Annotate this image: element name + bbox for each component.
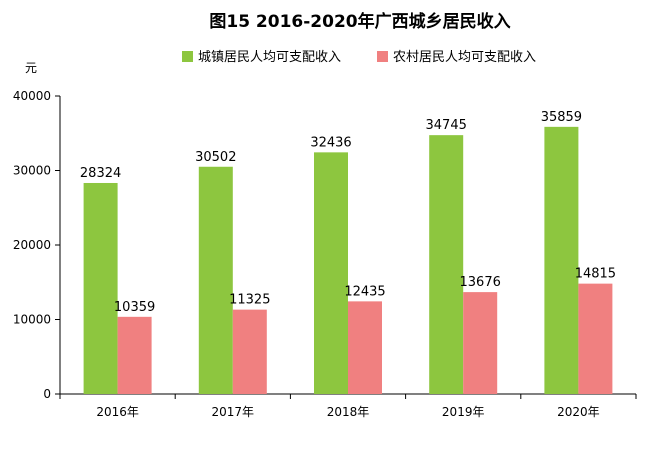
y-tick-label: 10000	[13, 313, 51, 327]
bar-urban	[314, 152, 348, 394]
x-tick-label: 2016年	[96, 405, 139, 419]
bar-urban	[198, 166, 233, 394]
y-tick-label: 40000	[13, 89, 51, 103]
data-label-rural: 12435	[344, 284, 385, 299]
y-axis-unit-label: 元	[25, 61, 37, 75]
y-tick-label: 30000	[13, 164, 51, 178]
x-tick-label: 2018年	[327, 405, 370, 419]
data-label-rural: 13676	[460, 275, 501, 290]
x-tick-label: 2019年	[442, 405, 485, 419]
data-label-urban: 28324	[80, 166, 121, 181]
data-label-rural: 11325	[229, 293, 270, 308]
legend-swatch-rural	[377, 51, 388, 62]
bar-rural	[578, 283, 613, 394]
data-label-urban: 30502	[195, 150, 236, 165]
bar-rural	[232, 309, 267, 394]
x-axis-ticks: 2016年 2017年 2018年 2019年 2020年	[59, 394, 637, 419]
data-labels-group: 28324 30502 32436 34745 35859 10359 11325 12435…	[80, 110, 616, 315]
y-axis-ticks: 0 10000 20000 30000 40000	[13, 89, 60, 401]
bar-rural	[348, 301, 382, 394]
chart-title: 图15 2016-2020年广西城乡居民收入	[209, 11, 510, 32]
x-tick-label: 2020年	[557, 405, 600, 419]
x-tick-label: 2017年	[212, 405, 255, 419]
data-label-urban: 32436	[310, 135, 351, 150]
bar-rural	[463, 292, 498, 394]
data-label-urban: 34745	[426, 118, 467, 133]
legend: 城镇居民人均可支配收入 农村居民人均可支配收入	[182, 50, 536, 65]
bars-group	[83, 126, 613, 394]
data-label-urban: 35859	[541, 110, 582, 125]
y-tick-label: 0	[43, 387, 51, 401]
legend-label-urban: 城镇居民人均可支配收入	[198, 50, 341, 65]
bar-urban	[83, 182, 118, 394]
bar-urban	[544, 126, 579, 394]
data-label-rural: 10359	[114, 300, 155, 315]
legend-swatch-urban	[182, 51, 193, 62]
legend-label-rural: 农村居民人均可支配收入	[393, 50, 536, 65]
bar-urban	[429, 135, 464, 394]
y-tick-label: 20000	[13, 238, 51, 252]
bar-rural	[117, 316, 152, 394]
data-label-rural: 14815	[575, 267, 616, 282]
